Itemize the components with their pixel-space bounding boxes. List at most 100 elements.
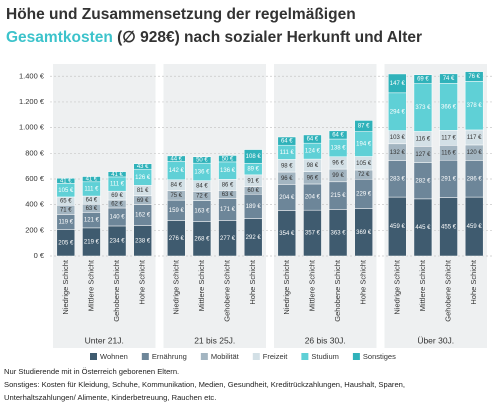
value-label: 96 €: [332, 161, 344, 167]
value-label: 111 €: [280, 150, 295, 156]
x-tick-label: Mittlere Schicht: [86, 259, 95, 311]
bar-segment: [82, 176, 101, 183]
value-label: 69 €: [111, 193, 123, 199]
value-label: 105 €: [58, 188, 74, 194]
y-tick-label: 0 €: [34, 251, 45, 260]
legend-label: Sonstiges: [363, 352, 396, 361]
value-label: 234 €: [110, 239, 126, 245]
legend-swatch: [90, 353, 97, 360]
value-label: 159 €: [169, 208, 185, 214]
bar-segment: [56, 177, 76, 184]
bar-segment: [328, 130, 348, 140]
value-label: 292 €: [246, 235, 262, 241]
legend-label: Mobilität: [211, 352, 240, 361]
value-label: 76 €: [468, 74, 480, 80]
value-label: 64 €: [332, 133, 344, 139]
legend-swatch: [200, 353, 208, 360]
value-label: 357 €: [305, 231, 321, 237]
value-label: 204 €: [279, 195, 295, 201]
bar-segment: [413, 74, 433, 84]
legend-label: Wohnen: [100, 352, 128, 361]
bar-segment: [133, 163, 152, 170]
value-label: 366 €: [441, 104, 457, 110]
value-label: 111 €: [84, 187, 99, 193]
y-tick-label: 600 €: [25, 174, 45, 183]
value-label: 50 €: [222, 156, 234, 162]
x-tick-label: Mittlere Schicht: [307, 259, 316, 311]
value-label: 459 €: [467, 224, 483, 230]
value-label: 283 €: [390, 176, 406, 182]
value-label: 138 €: [331, 145, 347, 151]
note: Sonstiges: Kosten für Kleidung, Schuhe, …: [4, 380, 405, 389]
value-label: 121 €: [84, 218, 100, 224]
value-label: 69 €: [417, 77, 429, 83]
bar-segment: [243, 149, 263, 164]
value-label: 103 €: [390, 135, 406, 141]
x-tick-label: Niedrige Schicht: [61, 259, 70, 315]
x-tick-label: Gehobene Schicht: [333, 259, 342, 322]
value-label: 44 €: [170, 156, 182, 162]
value-label: 98 €: [281, 163, 293, 169]
y-tick-label: 400 €: [25, 200, 45, 209]
value-label: 89 €: [247, 167, 259, 173]
value-label: 127 €: [415, 152, 431, 158]
value-label: 136 €: [220, 168, 236, 174]
value-label: 354 €: [279, 231, 295, 237]
value-label: 116 €: [416, 136, 431, 142]
value-label: 291 €: [441, 176, 457, 182]
legend-swatch: [252, 353, 260, 360]
value-label: 286 €: [467, 176, 483, 182]
value-label: 277 €: [220, 236, 236, 242]
y-tick-label: 1.200 €: [19, 97, 45, 106]
x-tick-label: Hohe Schicht: [138, 259, 147, 305]
value-label: 363 €: [331, 230, 347, 236]
x-tick-label: Niedrige Schicht: [282, 259, 291, 315]
value-label: 142 €: [169, 168, 185, 174]
value-label: 294 €: [390, 109, 406, 115]
title-line2: Gesamtkosten (∅ 928€) nach sozialer Herk…: [6, 29, 422, 46]
x-tick-label: Gehobene Schicht: [223, 259, 232, 322]
value-label: 72 €: [358, 172, 370, 178]
value-label: 91 €: [247, 178, 259, 184]
y-tick-label: 1.400 €: [19, 71, 45, 80]
bar-segment: [277, 136, 297, 146]
legend-label: Freizeit: [263, 352, 289, 361]
title-highlight: Gesamtkosten: [6, 29, 113, 46]
x-tick-label: Gehobene Schicht: [444, 259, 453, 322]
bar-segment: [388, 73, 407, 94]
value-label: 81 €: [137, 188, 149, 194]
legend-label: Ernährung: [152, 352, 187, 361]
value-label: 63 €: [222, 192, 234, 198]
x-tick-label: Hohe Schicht: [359, 259, 368, 305]
bar-segment: [218, 155, 237, 163]
value-label: 65 €: [60, 199, 72, 205]
bar-segment: [303, 134, 322, 144]
value-label: 132 €: [390, 150, 406, 156]
value-label: 268 €: [194, 236, 210, 242]
y-tick-label: 1.000 €: [19, 123, 45, 132]
value-label: 43 €: [137, 164, 149, 170]
bar-segment: [464, 71, 484, 82]
value-label: 99 €: [332, 173, 344, 179]
group-label: Über 30J.: [417, 335, 454, 345]
value-label: 282 €: [415, 178, 431, 184]
value-label: 120 €: [467, 150, 483, 156]
x-tick-label: Mittlere Schicht: [197, 259, 206, 311]
value-label: 50 €: [196, 158, 208, 164]
value-label: 96 €: [281, 176, 293, 182]
value-label: 459 €: [390, 224, 406, 230]
title-line1: Höhe und Zusammensetzung der regelmäßige…: [6, 6, 356, 23]
value-label: 215 €: [331, 193, 347, 199]
value-label: 108 €: [246, 154, 262, 160]
value-label: 455 €: [441, 224, 457, 230]
value-label: 205 €: [58, 240, 74, 246]
value-label: 84 €: [170, 183, 182, 189]
value-label: 147 €: [390, 81, 406, 87]
x-tick-label: Hohe Schicht: [248, 259, 257, 305]
value-label: 126 €: [135, 175, 151, 181]
value-label: 204 €: [305, 195, 321, 201]
x-tick-label: Mittlere Schicht: [418, 259, 427, 311]
value-label: 64 €: [86, 198, 98, 204]
note: Unterhaltszahlungen/ Alimente, Kinderbet…: [4, 393, 216, 402]
